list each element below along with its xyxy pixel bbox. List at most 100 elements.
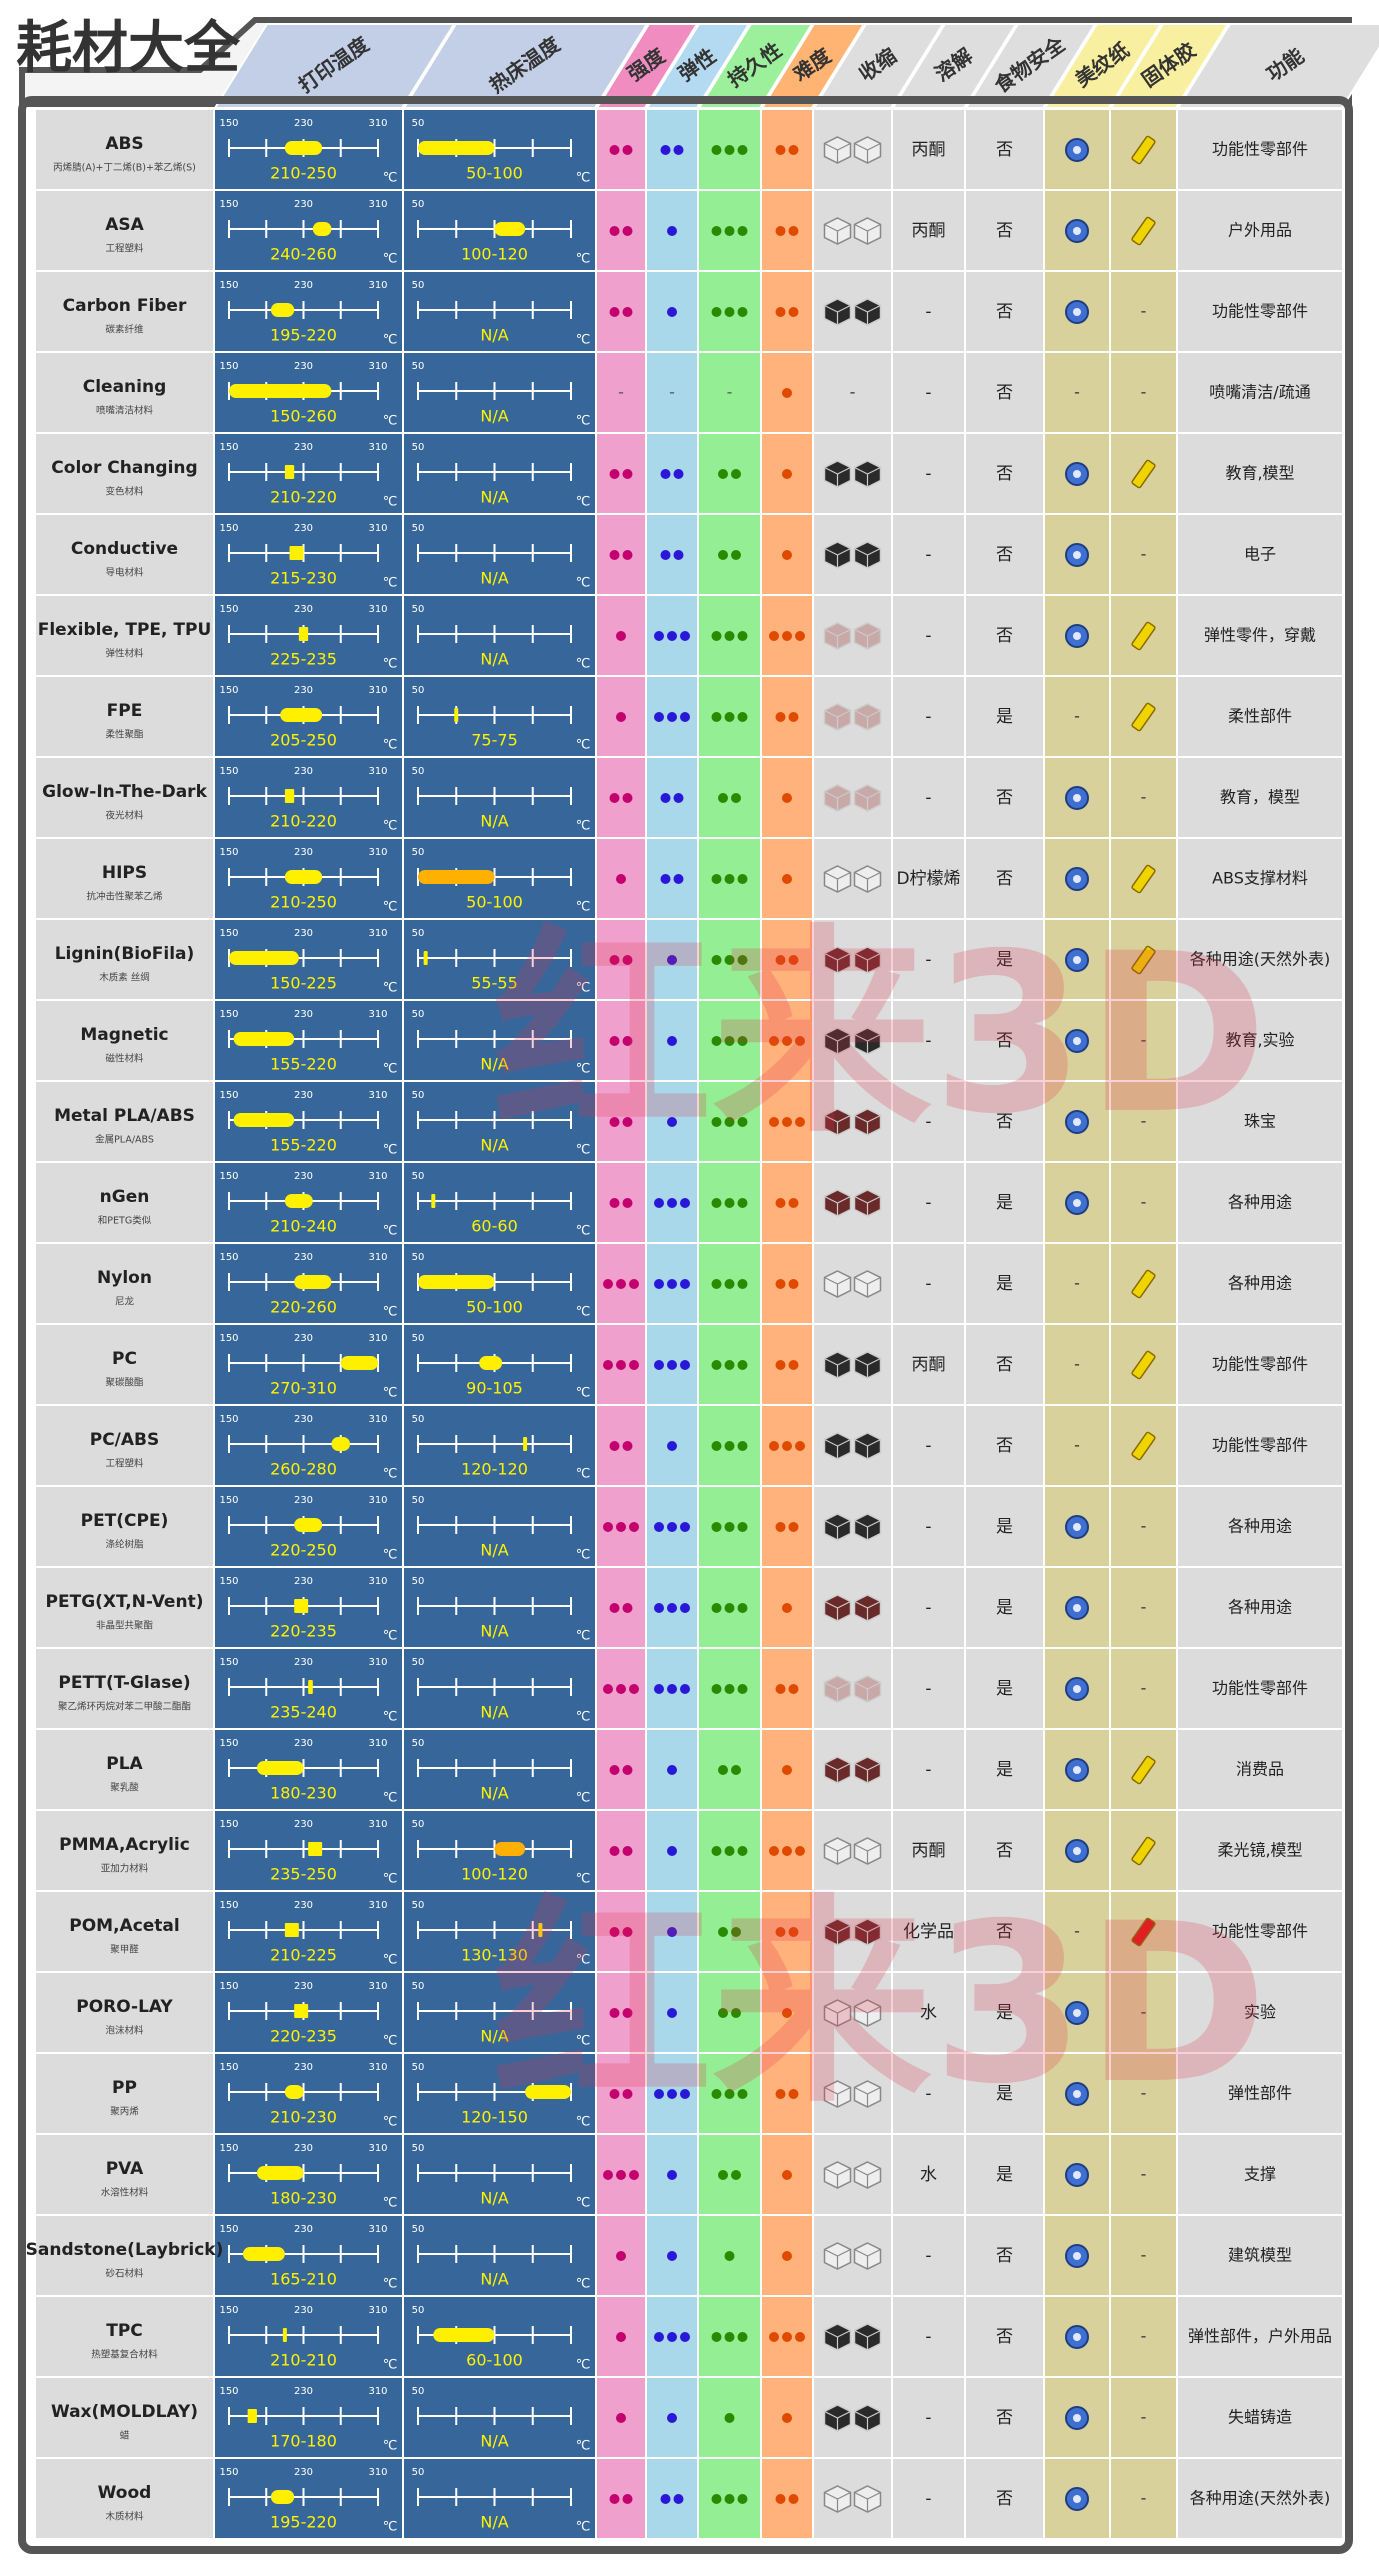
tick-label: 50 — [412, 766, 425, 777]
row: TPC 热塑基复合材料 150 230 310 210-210 ℃ 50 60-100 ℃ - 否 - 弹… — [36, 2297, 1342, 2376]
material-sub: 非晶型共聚酯 — [96, 1620, 154, 1632]
tape-hole — [1073, 1118, 1081, 1126]
cell-bg — [1111, 1163, 1176, 1242]
dots — [616, 2332, 626, 2342]
dot — [775, 1360, 786, 1370]
tick-label: 230 — [294, 1981, 313, 1992]
dots — [660, 145, 684, 155]
cell-bg — [1178, 110, 1342, 189]
cell-bg — [1178, 2135, 1342, 2214]
dot — [718, 2008, 728, 2018]
temp-label: N/A — [480, 1703, 508, 1722]
temp-label: 260-280 — [270, 1460, 337, 1479]
temp-bar — [256, 2166, 304, 2180]
temp-bar — [282, 2328, 287, 2342]
tick-label: 310 — [368, 847, 387, 858]
temp-label: 120-150 — [461, 2108, 528, 2127]
cell-bg — [1178, 1811, 1342, 1890]
cell-text: 是 — [996, 2003, 1013, 2023]
unit: ℃ — [576, 657, 591, 672]
cell-text: - — [925, 1436, 931, 1456]
temp-bar — [433, 2328, 495, 2342]
dots — [775, 145, 799, 155]
unit: ℃ — [383, 1548, 398, 1563]
function-text: 各种用途 — [1228, 1517, 1292, 1536]
function-text: 功能性零部件 — [1212, 1355, 1308, 1374]
dot — [718, 550, 728, 560]
temp-bar — [229, 951, 299, 965]
tick-label: 310 — [368, 2305, 387, 2316]
dot — [654, 2089, 664, 2099]
dot — [667, 1522, 677, 1532]
material-sub: 砂石材料 — [105, 2268, 144, 2280]
tick-label: 310 — [368, 2467, 387, 2478]
glue-icon — [1131, 1431, 1156, 1461]
unit: ℃ — [383, 2115, 398, 2130]
unit: ℃ — [576, 2439, 591, 2454]
cell-bg — [966, 758, 1043, 837]
dots — [660, 874, 684, 884]
dot — [731, 2170, 741, 2180]
cell-bg — [36, 1568, 213, 1647]
tick-label: 50 — [412, 1252, 425, 1263]
dot — [667, 1684, 677, 1694]
cell-bg — [1045, 1325, 1109, 1404]
dots — [609, 2494, 633, 2504]
tick-label: 310 — [368, 1738, 387, 1749]
dots — [711, 1684, 748, 1694]
cell-bg — [893, 434, 964, 513]
tape-hole — [1073, 1847, 1081, 1855]
cell-bg — [36, 2216, 213, 2295]
temp-bar — [308, 1842, 323, 1856]
cell-text: - — [925, 464, 931, 484]
dots — [616, 712, 626, 722]
unit: ℃ — [576, 171, 591, 186]
cell-bg — [597, 1082, 645, 1161]
dots — [782, 874, 792, 884]
dots — [782, 2413, 792, 2423]
tape-hole — [1073, 1685, 1081, 1693]
function-text: 教育，模型 — [1220, 788, 1300, 807]
temp-bar — [284, 2085, 304, 2099]
cell-bg — [1178, 1001, 1342, 1080]
unit: ℃ — [576, 1791, 591, 1806]
unit: ℃ — [576, 2358, 591, 2373]
cell-bg — [1178, 596, 1342, 675]
cell-bg — [36, 110, 213, 189]
cell-bg — [1045, 353, 1109, 432]
dot — [654, 1198, 664, 1208]
dots — [654, 1360, 690, 1370]
material-name: Carbon Fiber — [63, 296, 187, 316]
tape-hole — [1073, 1604, 1081, 1612]
cell-bg — [1178, 1406, 1342, 1485]
dot — [603, 2170, 613, 2180]
temp-label: N/A — [480, 2432, 508, 2451]
dash: - — [1141, 2489, 1147, 2508]
cell-text: 否 — [996, 140, 1013, 160]
dots — [609, 307, 633, 317]
cell-bg — [1111, 1001, 1176, 1080]
cell-bg — [1178, 1649, 1342, 1728]
row: nGen 和PETG类似 150 230 310 210-240 ℃ 50 60-60 ℃ - 是 - 各… — [36, 1163, 1342, 1242]
dot — [711, 2332, 722, 2342]
cell-bg — [966, 110, 1043, 189]
material-name: Magnetic — [80, 1025, 168, 1045]
dot — [737, 2089, 748, 2099]
unit: ℃ — [576, 2115, 591, 2130]
glue-icon — [1131, 1836, 1156, 1866]
temp-label: N/A — [480, 1055, 508, 1074]
unit: ℃ — [576, 1305, 591, 1320]
cell-bg — [215, 1892, 402, 1971]
dot — [731, 793, 741, 803]
dot — [711, 1198, 722, 1208]
dot — [622, 1441, 633, 1451]
temp-bar — [454, 708, 459, 722]
unit: ℃ — [383, 495, 398, 510]
tape-hole — [1073, 1037, 1081, 1045]
cell-bg — [699, 1892, 760, 1971]
dots — [711, 1279, 748, 1289]
unit: ℃ — [576, 2520, 591, 2535]
dots — [711, 2494, 748, 2504]
tape-hole — [1073, 956, 1081, 964]
dots — [711, 1603, 748, 1613]
